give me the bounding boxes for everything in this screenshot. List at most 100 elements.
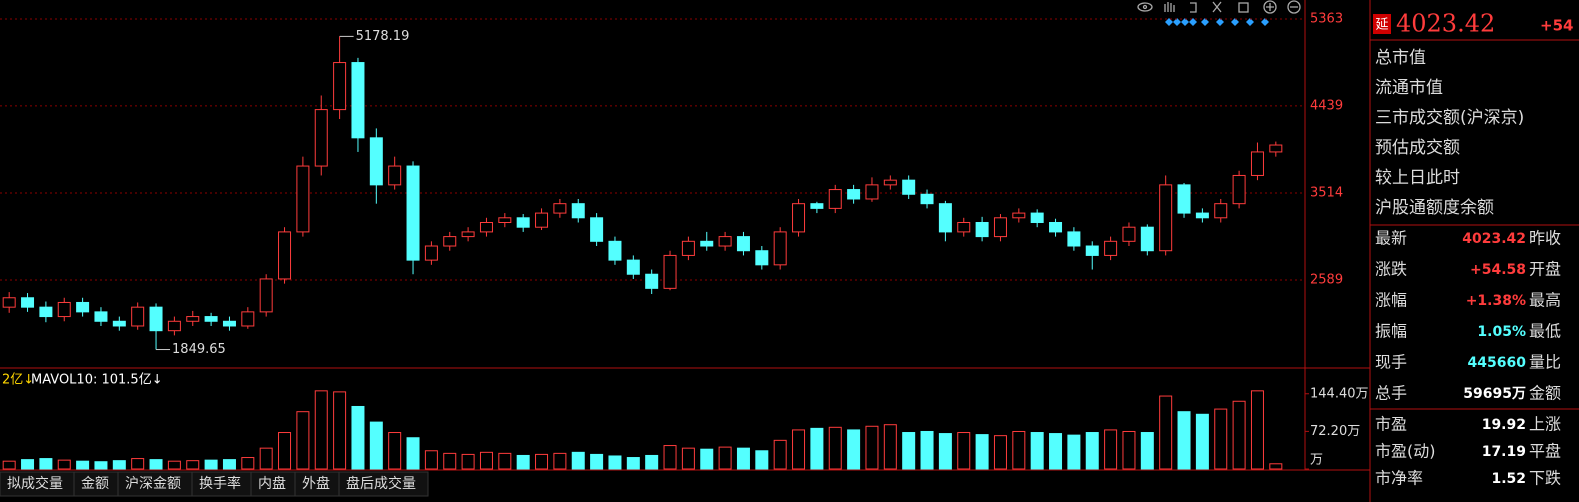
candle-body (608, 240, 622, 261)
candle-body (167, 320, 181, 332)
volume-bar (1140, 432, 1154, 470)
tab[interactable] (191, 471, 252, 497)
stat-next: 昨收 (1529, 229, 1561, 248)
stat-value: 4023.42 (1462, 231, 1526, 247)
candle-body (278, 231, 292, 280)
stat-label: 最新 (1375, 229, 1407, 248)
tab-label[interactable]: 沪深金额 (125, 476, 181, 492)
volume-bar (1269, 463, 1283, 470)
tab-label[interactable]: 拟成交量 (7, 475, 63, 492)
candle-body (406, 165, 420, 261)
volume-bar (333, 391, 347, 470)
candle-body (975, 221, 989, 238)
toolbar[interactable] (1137, 0, 1301, 14)
tab[interactable] (250, 471, 296, 497)
y-tick-label: 144.40万 (1310, 386, 1369, 401)
stat-label: 涨幅 (1375, 291, 1407, 310)
stat-label: 总手 (1375, 384, 1407, 403)
volume-bar (993, 435, 1007, 470)
volume-bar (663, 445, 677, 470)
stat-next: 下跌 (1529, 469, 1561, 488)
candle-body (700, 240, 714, 247)
candle-body (590, 217, 604, 242)
y-tick-label: 4439 (1310, 98, 1343, 113)
tab-label[interactable]: 盘后成交量 (346, 475, 416, 492)
volume-bar (865, 425, 879, 470)
volume-bar (259, 447, 273, 470)
candle-body (847, 189, 861, 200)
volume-bar (351, 405, 365, 470)
candle-body (626, 259, 640, 275)
y-tick-label: 万 (1310, 453, 1323, 468)
volume-bar (388, 432, 402, 470)
volume-bar (1250, 390, 1264, 470)
candle-body (938, 203, 952, 233)
stat-label: 现手 (1375, 353, 1407, 372)
tab-label[interactable]: 换手率 (199, 475, 241, 492)
candle-body (1232, 174, 1246, 205)
stat-label: 市盈(动) (1375, 442, 1436, 461)
vol-ma: MAVOL10: 101.5亿↓ (31, 373, 163, 388)
volume-bar (1159, 395, 1173, 470)
candle-body (792, 203, 806, 233)
volume-bar (920, 430, 934, 470)
candle-body (718, 236, 732, 247)
volume-bar (902, 432, 916, 470)
volume-bar (1195, 413, 1209, 470)
volume-bar (131, 458, 145, 470)
candle-body (645, 273, 659, 289)
info-label: 预估成交额 (1375, 138, 1460, 158)
candle-body (1214, 203, 1228, 219)
y-tick-label: 2589 (1310, 272, 1343, 287)
candle-body (1104, 240, 1118, 256)
candle-body (993, 217, 1007, 238)
stat-value: +54.58 (1470, 262, 1526, 278)
candle-body (1049, 221, 1063, 233)
volume-bar (112, 460, 126, 470)
tab[interactable] (117, 471, 193, 497)
change: +54 (1540, 17, 1573, 35)
candle-body (1159, 184, 1173, 252)
stat-next: 最高 (1529, 291, 1561, 310)
candle-body (1122, 226, 1136, 242)
candle-body (1140, 226, 1154, 252)
volume-bar (645, 454, 659, 470)
volume-bar (681, 447, 695, 470)
volume-bar (828, 426, 842, 470)
candle-body (1177, 184, 1191, 214)
candle-body (1067, 231, 1081, 247)
stat-next: 上涨 (1529, 415, 1561, 434)
candle-body (1085, 245, 1099, 256)
volume-bar (57, 459, 71, 470)
candle-body (663, 254, 677, 289)
tab-label[interactable]: 金额 (81, 476, 109, 492)
volume-bar (938, 433, 952, 470)
volume-bar (1012, 430, 1026, 470)
volume-bar (167, 460, 181, 470)
candle-body (259, 278, 273, 313)
info-label: 三市成交额(沪深京) (1375, 108, 1524, 128)
stat-label: 涨跌 (1375, 260, 1407, 279)
tab-label[interactable]: 内盘 (258, 475, 286, 492)
volume-bar (1085, 432, 1099, 470)
volume-bar (39, 458, 53, 470)
candle-body (186, 316, 200, 322)
volume-bar (883, 424, 897, 470)
y-tick-label: 72.20万 (1310, 424, 1360, 439)
candle-body (828, 189, 842, 209)
candle-body (920, 193, 934, 205)
volume-bar (1030, 432, 1044, 470)
markers (1165, 18, 1269, 26)
tab[interactable] (338, 471, 429, 497)
candle-body (902, 179, 916, 195)
tab-label[interactable]: 外盘 (302, 475, 330, 492)
candle-body (369, 137, 383, 186)
volume-bar (626, 457, 640, 470)
volume-bar (590, 453, 604, 470)
candle-body (57, 301, 71, 318)
candle-body (1269, 144, 1283, 153)
volume-bar (1067, 434, 1081, 470)
candle-body (461, 231, 475, 238)
stat-value: 17.19 (1482, 444, 1526, 460)
stat-value: +1.38% (1466, 293, 1526, 309)
